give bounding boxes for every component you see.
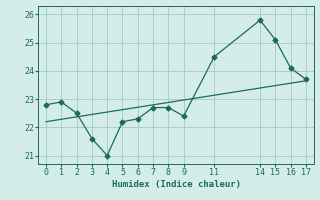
X-axis label: Humidex (Indice chaleur): Humidex (Indice chaleur) bbox=[111, 180, 241, 189]
